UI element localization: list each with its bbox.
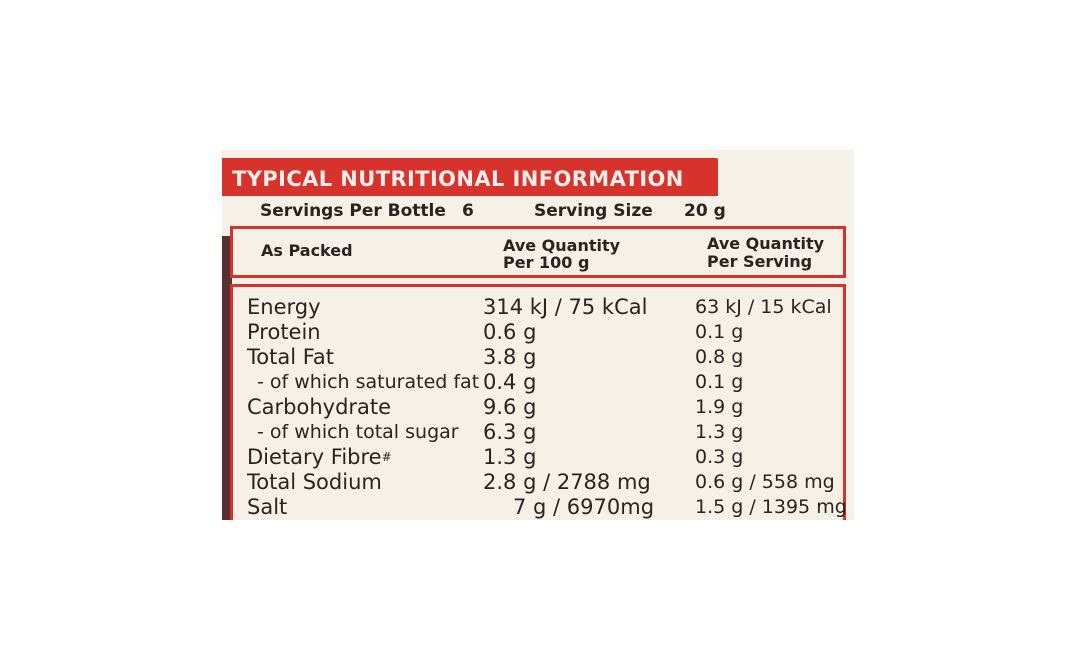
table-row: Salt 7 g / 6970mg 1.5 g / 1395 mg	[233, 495, 847, 520]
nutrient-name-wrap: Dietary Fibre#	[247, 445, 392, 470]
serving-size-value: 20 g	[684, 201, 726, 221]
table-row: Dietary Fibre# 1.3 g 0.3 g	[233, 445, 843, 470]
per100-value: 1.3 g	[483, 445, 537, 469]
perserving-value: 0.1 g	[695, 371, 744, 393]
nutrient-name: - of which total sugar	[257, 421, 459, 443]
header-per100-line1: Ave Quantity	[503, 236, 621, 255]
header-perserving-line2: Per Serving	[707, 252, 813, 271]
per100-value: 0.4 g	[483, 370, 537, 394]
nutrient-name: Total Fat	[247, 345, 334, 369]
table-row: Total Sodium 2.8 g / 2788 mg 0.6 g / 558…	[233, 470, 843, 495]
table-row: Total Fat 3.8 g 0.8 g	[233, 345, 843, 370]
nutrient-name: Carbohydrate	[247, 395, 392, 419]
serving-size-label: Serving Size	[534, 201, 653, 221]
perserving-value: 63 kJ / 15 kCal	[695, 296, 832, 318]
header-per100-line2: Per 100 g	[503, 253, 590, 272]
per100-value: 314 kJ / 75 kCal	[483, 295, 648, 319]
label-title: TYPICAL NUTRITIONAL INFORMATION	[232, 167, 684, 191]
per100-value: 0.6 g	[483, 320, 537, 344]
per100-value: 6.3 g	[483, 420, 537, 444]
perserving-value: 0.1 g	[695, 321, 744, 343]
servings-row: Servings Per Bottle 6 Serving Size 20 g	[222, 198, 762, 226]
per100-value: 9.6 g	[483, 395, 537, 419]
nutrient-name: Dietary Fibre	[247, 445, 382, 469]
nutrient-name: Energy	[247, 295, 321, 319]
perserving-value: 1.5 g / 1395 mg	[695, 496, 847, 518]
perserving-value: 0.6 g / 558 mg	[695, 471, 835, 493]
nutrient-name: Salt	[247, 495, 288, 519]
perserving-value: 1.9 g	[695, 396, 744, 418]
footnote-mark: #	[381, 450, 392, 464]
servings-per-bottle-value: 6	[462, 201, 474, 221]
perserving-value: 1.3 g	[695, 421, 744, 443]
servings-per-bottle-label: Servings Per Bottle	[260, 201, 446, 221]
nutrition-label: TYPICAL NUTRITIONAL INFORMATION Servings…	[222, 150, 854, 520]
nutrient-name: Total Sodium	[247, 470, 382, 494]
per100-value: 3.8 g	[483, 345, 537, 369]
table-row: Protein 0.6 g 0.1 g	[233, 320, 843, 345]
table-row: - of which total sugar 6.3 g 1.3 g	[233, 420, 843, 445]
perserving-value: 0.3 g	[695, 446, 744, 468]
per100-value: 2.8 g / 2788 mg	[483, 470, 651, 494]
table-row: Energy 314 kJ / 75 kCal 63 kJ / 15 kCal	[233, 295, 843, 320]
per100-value: 7 g / 6970mg	[513, 495, 655, 519]
perserving-value: 0.8 g	[695, 346, 744, 368]
nutrient-name: Protein	[247, 320, 321, 344]
header-perserving-line1: Ave Quantity	[707, 234, 825, 253]
nutrient-name: - of which saturated fat	[257, 371, 480, 393]
header-as-packed: As Packed	[261, 241, 353, 260]
title-bar: TYPICAL NUTRITIONAL INFORMATION	[222, 158, 718, 196]
nutrient-table: Energy 314 kJ / 75 kCal 63 kJ / 15 kCal …	[230, 284, 847, 520]
bottle-edge	[222, 236, 232, 520]
table-row: Carbohydrate 9.6 g 1.9 g	[233, 395, 843, 420]
table-row: - of which saturated fat 0.4 g 0.1 g	[233, 370, 843, 395]
header-box: As Packed Ave Quantity Per 100 g Ave Qua…	[230, 226, 846, 278]
